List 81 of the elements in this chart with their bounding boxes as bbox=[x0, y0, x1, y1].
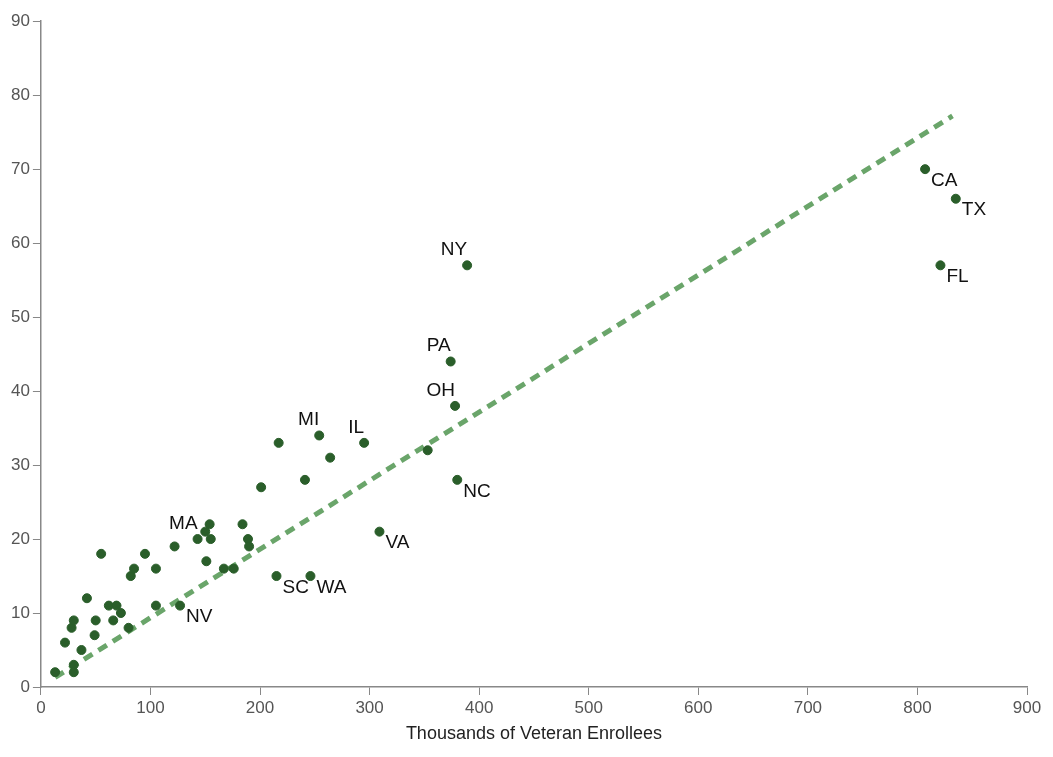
x-tick-label: 100 bbox=[136, 697, 165, 717]
point bbox=[305, 571, 316, 582]
y-tick-label: 70 bbox=[10, 158, 30, 178]
y-tick-label: 40 bbox=[10, 380, 30, 400]
point bbox=[325, 452, 336, 463]
point bbox=[150, 600, 161, 611]
annotation: CA bbox=[931, 168, 958, 190]
x-tick-label: 400 bbox=[464, 697, 494, 717]
point bbox=[218, 563, 229, 574]
point bbox=[111, 600, 122, 611]
point bbox=[169, 541, 180, 552]
point bbox=[68, 615, 79, 626]
y-tick-label: 60 bbox=[10, 232, 30, 252]
point bbox=[68, 667, 79, 678]
y-tick-label: 90 bbox=[10, 10, 30, 30]
x-tick-label: 0 bbox=[36, 697, 46, 717]
point bbox=[452, 474, 463, 485]
y-tick-label: 80 bbox=[10, 84, 30, 104]
point bbox=[299, 474, 310, 485]
point bbox=[175, 600, 186, 611]
x-axis-title: Thousands of Veteran Enrollees bbox=[405, 723, 663, 744]
point bbox=[314, 430, 325, 441]
point bbox=[123, 622, 134, 633]
point bbox=[89, 630, 100, 641]
annotation: PA bbox=[426, 334, 452, 356]
point bbox=[150, 563, 161, 574]
x-tick-label: 200 bbox=[245, 697, 275, 717]
annotation: WA bbox=[316, 575, 347, 597]
point bbox=[201, 556, 212, 567]
annotation: OH bbox=[426, 378, 456, 400]
point bbox=[237, 519, 248, 530]
x-tick-label: 900 bbox=[1012, 697, 1042, 717]
point bbox=[359, 437, 370, 448]
x-tick-label: 300 bbox=[355, 697, 384, 717]
annotation: VA bbox=[385, 531, 410, 553]
point bbox=[462, 260, 473, 271]
point bbox=[50, 667, 61, 678]
point bbox=[115, 608, 126, 619]
point bbox=[271, 571, 282, 582]
point bbox=[935, 260, 946, 271]
point bbox=[96, 548, 107, 559]
annotation: NY bbox=[440, 238, 468, 260]
x-tick-label: 800 bbox=[903, 697, 932, 717]
point bbox=[125, 571, 136, 582]
annotation: NC bbox=[463, 479, 491, 501]
point bbox=[200, 526, 211, 537]
annotation: FL bbox=[946, 265, 969, 287]
point bbox=[108, 615, 119, 626]
annotation: SC bbox=[282, 575, 309, 597]
point bbox=[920, 164, 931, 175]
point bbox=[273, 437, 284, 448]
point bbox=[140, 548, 150, 559]
point bbox=[76, 645, 87, 656]
point bbox=[204, 519, 215, 530]
point bbox=[256, 482, 267, 493]
y-tick-label: 30 bbox=[10, 454, 30, 474]
x-tick-label: 500 bbox=[574, 697, 603, 717]
point bbox=[450, 400, 461, 411]
point bbox=[205, 534, 216, 545]
point bbox=[244, 541, 255, 552]
point bbox=[228, 563, 239, 574]
y-tick-label: 20 bbox=[10, 528, 30, 548]
annotation: MA bbox=[169, 511, 198, 533]
x-tick-label: 600 bbox=[684, 697, 713, 717]
point bbox=[81, 593, 92, 604]
point bbox=[422, 445, 433, 456]
point bbox=[374, 526, 385, 537]
y-tick-label: 10 bbox=[10, 602, 30, 622]
y-tick-label: 0 bbox=[20, 676, 30, 696]
annotation: IL bbox=[348, 415, 365, 437]
y-tick-label: 50 bbox=[10, 306, 30, 326]
point bbox=[950, 193, 961, 204]
annotation: NV bbox=[186, 605, 213, 627]
annotation: TX bbox=[961, 198, 987, 220]
point bbox=[60, 637, 71, 648]
point bbox=[129, 563, 140, 574]
point bbox=[90, 615, 101, 626]
x-tick-label: 700 bbox=[793, 697, 823, 717]
point bbox=[192, 534, 203, 545]
annotation: MI bbox=[298, 408, 320, 430]
point bbox=[445, 356, 456, 367]
